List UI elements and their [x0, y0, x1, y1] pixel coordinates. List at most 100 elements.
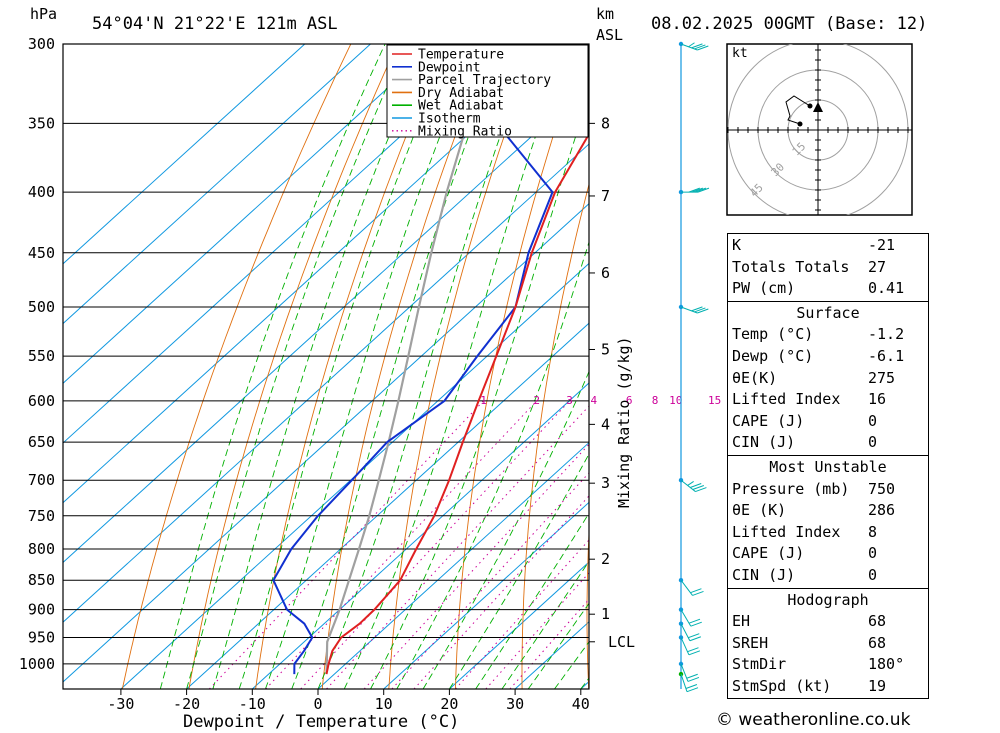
x-axis-title: Dewpoint / Temperature (°C) [183, 712, 459, 732]
mixing-ratio-label: 3 [566, 394, 573, 407]
wind-barb-feather [692, 485, 705, 490]
wet-adiabat-line [264, 44, 477, 689]
wind-barb-feather [688, 187, 700, 193]
x-tick-label: -30 [107, 695, 134, 713]
wind-barb-feather [691, 306, 703, 312]
index-label: CIN (J) [732, 433, 796, 452]
pressure-tick-label: 750 [28, 507, 55, 525]
wind-barb [678, 41, 709, 51]
pressure-tick-label: 450 [28, 244, 55, 262]
km-tick-label: 8 [601, 114, 610, 132]
mu-row: Pressure (mb) 750 [728, 479, 928, 501]
index-label: Lifted Index [732, 522, 841, 541]
surface-row: Lifted Index 16 [728, 389, 928, 411]
wind-barb-feather [688, 42, 695, 48]
isotherm-line [63, 44, 371, 325]
index-row-totals: Totals Totals 27 [728, 257, 928, 279]
index-label: CAPE (J) [732, 544, 805, 563]
mixing-ratio-line [509, 598, 589, 689]
mixing-ratio-line [413, 495, 589, 689]
mu-row: CIN (J) 0 [728, 565, 928, 587]
wind-barb-feather [688, 618, 701, 624]
isotherm-lines [63, 44, 589, 689]
wind-barb-shaft [680, 673, 688, 692]
index-value: -1.2 [868, 325, 905, 344]
index-label: K [732, 236, 742, 254]
wet-adiabat-line [212, 44, 429, 689]
x-tick-label: 0 [313, 695, 322, 713]
wind-barb-feather [690, 621, 702, 627]
index-label: PW (cm) [732, 279, 796, 298]
hodo-row: SREH 68 [728, 633, 928, 655]
dry-adiabat-line [521, 182, 589, 689]
wind-barb-feather [685, 684, 698, 689]
km-axis-label: km [596, 5, 614, 23]
sounding-datetime: 08.02.2025 00GMT (Base: 12) [651, 14, 927, 34]
wind-barb-feather [694, 307, 706, 313]
most-unstable-title: Most Unstable [769, 457, 887, 476]
height-km-axis: 8 7 6 5 4 3 2 1 LCL [589, 114, 635, 651]
legend-label: Isotherm [418, 112, 481, 127]
isotherm-line [251, 382, 589, 689]
mu-row: θE (K) 286 [728, 500, 928, 522]
index-label: StmSpd (kt) [732, 676, 832, 695]
wet-adiabat-line [238, 44, 452, 689]
hodograph-endpoint [807, 103, 813, 109]
km-tick-label: 1 [601, 605, 610, 623]
index-value: -21 [868, 236, 896, 254]
index-value: 0 [868, 565, 878, 584]
mixing-ratio-line [485, 572, 589, 689]
wet-adiabat-line [159, 44, 386, 689]
mixing-ratio-axis-title: Mixing Ratio (g/kg) [615, 336, 633, 508]
isotherm-line [63, 44, 437, 384]
surface-row: θE(K) 275 [728, 368, 928, 390]
wind-barb-feather [692, 590, 704, 596]
isotherm-line [317, 441, 589, 689]
surface-row: Dewp (°C) -6.1 [728, 346, 928, 368]
wind-barb-feather [687, 676, 700, 682]
wind-barb-feather [687, 481, 694, 486]
index-label: θE (K) [732, 501, 787, 520]
x-tick-label: 40 [572, 695, 590, 713]
mixing-ratio-line [455, 539, 589, 689]
km-tick-label: 5 [601, 340, 610, 358]
index-value: 0.41 [868, 279, 905, 298]
indices-section: K -21 Totals Totals 27 PW (cm) 0.41 [728, 233, 928, 301]
mixing-ratio-label: 8 [652, 394, 659, 407]
mu-row: CAPE (J) 0 [728, 543, 928, 565]
dry-adiabat-line [586, 525, 589, 689]
station-location: 54°04'N 21°22'E 121m ASL [92, 14, 338, 34]
wind-barb [678, 578, 704, 596]
dry-adiabat-line [650, 44, 724, 689]
wind-barb [678, 607, 702, 627]
index-label: SREH [732, 633, 769, 652]
dry-adiabat-lines [121, 44, 724, 689]
series-line-temperature [325, 132, 589, 675]
wet-adiabat-line [501, 560, 589, 689]
pressure-tick-label: 900 [28, 601, 55, 619]
index-label: CAPE (J) [732, 411, 805, 430]
x-tick-label: 30 [506, 695, 524, 713]
dry-adiabat-line [388, 44, 538, 689]
pressure-tick-label: 850 [28, 571, 55, 589]
index-label: Pressure (mb) [732, 479, 850, 498]
site-credit[interactable]: © weatheronline.co.uk [716, 710, 911, 730]
index-value: 0 [868, 433, 878, 452]
wind-barb [678, 661, 700, 682]
mixing-ratio-lines [208, 400, 589, 689]
wind-barb-feather [690, 588, 702, 594]
wind-barb-feather [694, 187, 707, 193]
legend-label: Dry Adiabat [418, 86, 504, 101]
pressure-tick-label: 550 [28, 347, 55, 365]
wet-adiabat-line [317, 44, 535, 689]
km-tick-label: 6 [601, 264, 610, 282]
dry-adiabat-line [121, 44, 352, 689]
index-value: 16 [868, 390, 887, 409]
mixing-ratio-line [300, 400, 570, 689]
hodograph-trace [785, 95, 811, 125]
index-value: 275 [868, 368, 896, 387]
wind-barb-feather [687, 647, 699, 653]
wind-barb-feather [689, 636, 702, 642]
wind-barb-feather [686, 673, 698, 679]
